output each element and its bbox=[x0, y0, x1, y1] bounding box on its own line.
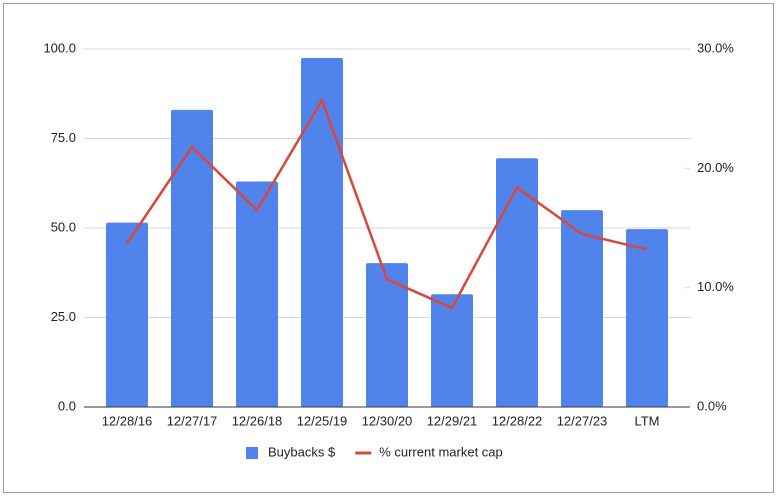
legend-swatch bbox=[246, 447, 258, 459]
bar bbox=[496, 158, 538, 407]
x-tick-label: 12/28/16 bbox=[102, 413, 153, 428]
y2-tick-label: 30.0% bbox=[697, 40, 734, 55]
bar bbox=[366, 263, 408, 407]
y2-tick-label: 10.0% bbox=[697, 279, 734, 294]
bar bbox=[301, 57, 343, 407]
x-tick-label: 12/25/19 bbox=[297, 413, 348, 428]
x-tick-label: 12/28/22 bbox=[492, 413, 543, 428]
y-tick-label: 50.0 bbox=[51, 219, 76, 234]
y-tick-label: 75.0 bbox=[51, 130, 76, 145]
x-tick-label: 12/27/17 bbox=[167, 413, 218, 428]
bar bbox=[236, 181, 278, 407]
bar bbox=[106, 222, 148, 407]
bar bbox=[561, 210, 603, 407]
y2-tick-label: 20.0% bbox=[697, 160, 734, 175]
legend-label: % current market cap bbox=[379, 444, 503, 459]
line bbox=[125, 97, 648, 310]
bar bbox=[431, 294, 473, 407]
y-tick-label: 25.0 bbox=[51, 309, 76, 324]
legend-label: Buybacks $ bbox=[268, 444, 336, 459]
bar bbox=[171, 109, 213, 408]
x-tick-label: 12/29/21 bbox=[427, 413, 478, 428]
x-tick-label: 12/30/20 bbox=[362, 413, 413, 428]
x-tick-label: LTM bbox=[634, 413, 659, 428]
y-tick-label: 100.0 bbox=[43, 40, 76, 55]
y2-tick-label: 0.0% bbox=[697, 398, 727, 413]
y-tick-label: 0.0 bbox=[58, 398, 76, 413]
x-tick-label: 12/26/18 bbox=[232, 413, 283, 428]
bar bbox=[626, 229, 668, 407]
x-tick-label: 12/27/23 bbox=[557, 413, 608, 428]
